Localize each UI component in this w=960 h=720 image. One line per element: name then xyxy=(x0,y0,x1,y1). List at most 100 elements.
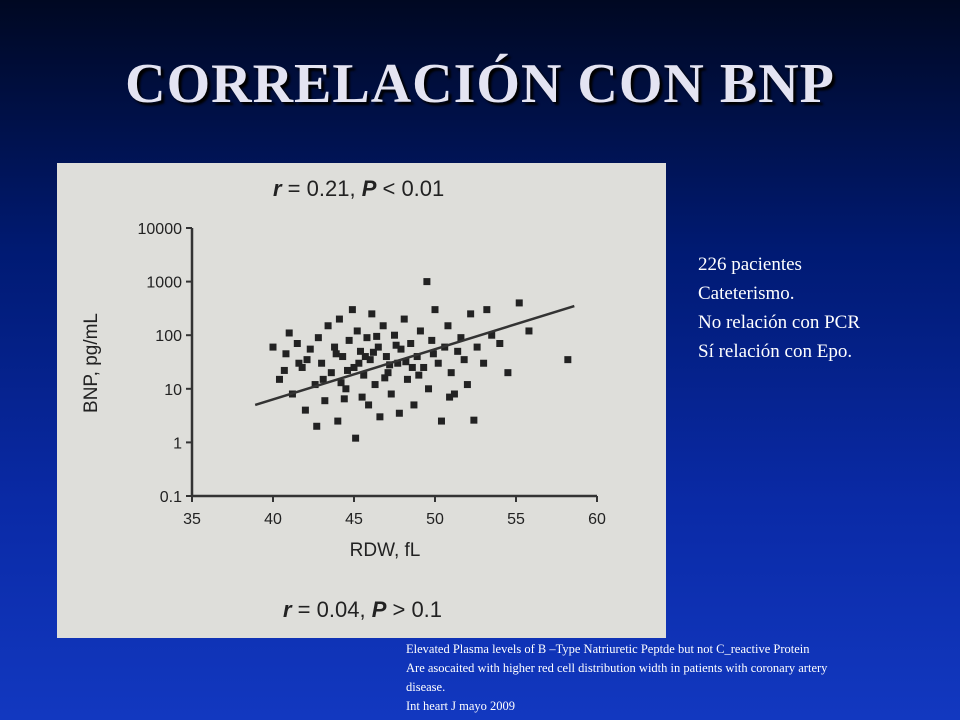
data-point xyxy=(275,375,283,383)
y-tick-label: 1000 xyxy=(146,275,182,292)
x-axis-label: RDW, fL xyxy=(350,540,421,561)
data-point xyxy=(397,345,405,353)
data-point xyxy=(295,359,303,367)
data-point xyxy=(467,310,475,318)
note-pcr: No relación con PCR xyxy=(698,312,861,333)
data-point xyxy=(386,361,394,369)
data-point xyxy=(444,322,452,330)
data-point xyxy=(564,356,572,364)
data-point xyxy=(392,341,400,349)
data-point xyxy=(431,306,439,314)
data-point xyxy=(313,422,321,430)
slide-title: CORRELACIÓN CON BNP xyxy=(125,53,835,115)
data-point xyxy=(340,395,348,403)
data-point xyxy=(324,322,332,330)
data-point xyxy=(382,353,390,361)
data-point xyxy=(352,434,360,442)
data-point xyxy=(416,327,424,335)
data-point xyxy=(403,375,411,383)
data-point xyxy=(391,331,398,339)
y-tick-label: 1 xyxy=(173,435,182,452)
data-point xyxy=(395,409,403,417)
note-patients: 226 pacientes xyxy=(698,254,802,275)
x-tick-label: 45 xyxy=(345,511,363,528)
data-point xyxy=(525,327,533,335)
data-point xyxy=(423,278,431,286)
data-point xyxy=(387,390,395,398)
data-point xyxy=(368,310,376,318)
data-point xyxy=(301,406,309,414)
data-point xyxy=(480,359,488,367)
caption-line-4: Int heart J mayo 2009 xyxy=(406,699,516,713)
note-epo: Sí relación con Epo. xyxy=(698,341,853,362)
note-catheterization: Cateterismo. xyxy=(698,283,795,304)
x-tick-label: 55 xyxy=(507,511,525,528)
caption-line-1: Elevated Plasma levels of B –Type Natriu… xyxy=(406,642,810,656)
data-point xyxy=(473,343,481,351)
data-point xyxy=(415,371,423,379)
data-point xyxy=(298,363,306,371)
data-point xyxy=(353,327,361,335)
data-point xyxy=(374,343,382,351)
data-point xyxy=(381,374,389,382)
data-point xyxy=(318,359,326,367)
data-point xyxy=(410,401,418,409)
data-point xyxy=(361,353,369,361)
y-tick-label: 100 xyxy=(155,328,182,345)
data-point xyxy=(365,401,373,409)
data-point xyxy=(369,348,377,356)
notes-list: 226 pacientes Cateterismo. No relación c… xyxy=(698,250,860,366)
data-point xyxy=(285,329,293,337)
data-point xyxy=(334,417,342,425)
data-point xyxy=(407,340,415,348)
reference-caption: Elevated Plasma levels of B –Type Natriu… xyxy=(406,640,956,716)
data-point xyxy=(371,381,379,389)
data-point xyxy=(345,336,353,344)
caption-line-3: disease. xyxy=(406,680,446,694)
data-point xyxy=(408,363,416,371)
caption-line-2: Are asocaited with higher red cell distr… xyxy=(406,661,828,675)
x-tick-label: 40 xyxy=(264,511,282,528)
x-tick-label: 35 xyxy=(183,511,201,528)
data-point xyxy=(428,336,436,344)
data-point xyxy=(331,343,339,351)
data-point xyxy=(337,379,345,387)
data-point xyxy=(460,356,468,364)
data-point xyxy=(429,350,437,358)
data-point xyxy=(339,353,347,361)
data-point xyxy=(376,413,384,421)
scatter-chart: r = 0.21, P < 0.01 r = 0.04, P > 0.1 RDW… xyxy=(81,176,606,622)
data-point xyxy=(342,385,350,393)
y-axis-label: BNP, pg/mL xyxy=(81,313,102,413)
data-point xyxy=(400,315,408,323)
data-point xyxy=(437,417,445,425)
x-tick-label: 50 xyxy=(426,511,444,528)
data-point xyxy=(319,375,327,383)
data-point xyxy=(306,345,314,353)
data-point xyxy=(363,334,371,342)
data-point xyxy=(394,359,402,367)
data-point xyxy=(303,356,311,364)
data-point xyxy=(332,350,340,358)
data-point xyxy=(483,306,491,314)
data-point xyxy=(350,363,358,371)
data-point xyxy=(463,381,471,389)
data-point xyxy=(454,347,462,355)
y-tick-label: 10 xyxy=(164,382,182,399)
regression-line xyxy=(254,304,575,407)
data-point xyxy=(434,359,442,367)
data-point xyxy=(515,299,523,307)
data-point xyxy=(360,371,368,379)
x-tick-label: 60 xyxy=(588,511,606,528)
data-point xyxy=(488,331,496,339)
data-point xyxy=(293,340,301,348)
data-point xyxy=(314,334,322,342)
data-point xyxy=(358,393,366,401)
annotation-top: r = 0.21, P < 0.01 xyxy=(273,176,444,201)
data-point xyxy=(504,369,512,377)
data-point xyxy=(413,353,421,361)
data-point xyxy=(496,340,504,348)
data-point xyxy=(282,350,290,358)
data-point xyxy=(344,366,352,374)
data-point xyxy=(335,315,343,323)
